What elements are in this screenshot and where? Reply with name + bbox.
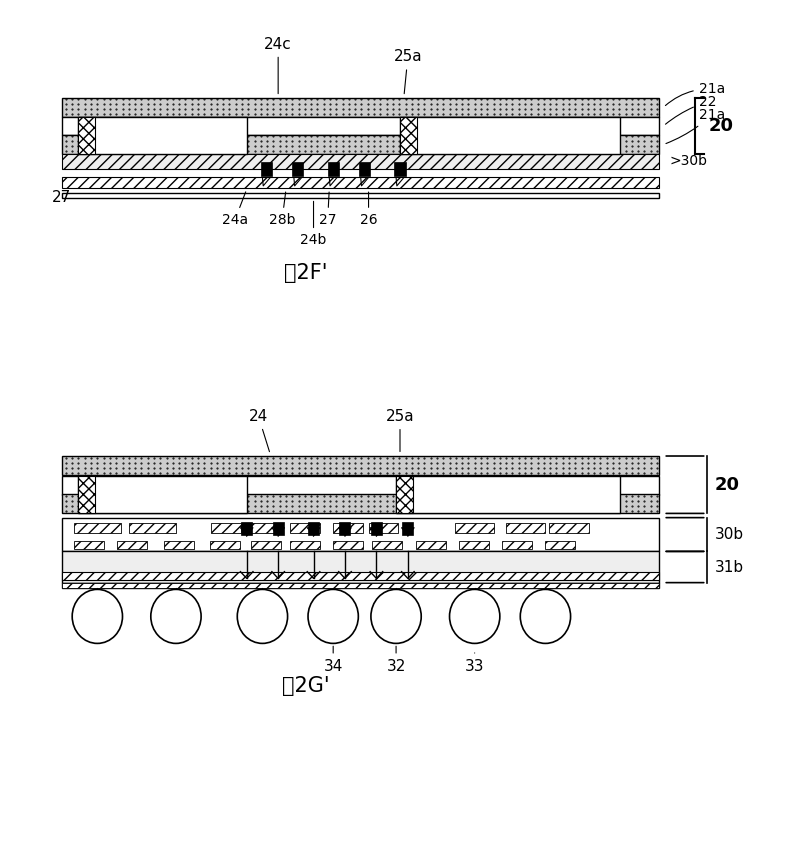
Bar [359,162,370,176]
Text: 25a: 25a [394,50,422,94]
Text: 31b: 31b [714,559,743,575]
Text: 24: 24 [249,409,270,451]
Bar [129,523,176,533]
Text: 30b: 30b [714,527,743,542]
Bar [502,541,532,549]
Bar [62,552,659,583]
Bar [290,541,320,549]
Bar [506,523,546,533]
Bar [455,523,494,533]
Circle shape [308,589,358,644]
Bar [328,162,338,176]
Text: 图2G': 图2G' [282,676,330,697]
Bar [418,117,620,154]
Text: 22: 22 [666,95,716,124]
Circle shape [238,589,287,644]
Bar [62,476,659,495]
Bar [62,583,659,588]
Bar [62,494,659,513]
Bar [62,136,659,154]
Bar [250,523,281,533]
Bar [292,162,303,176]
Bar [396,476,414,513]
Bar [546,541,575,549]
Bar [164,541,194,549]
Bar [400,117,620,154]
Text: 25a: 25a [386,409,414,451]
Bar [211,523,242,533]
Bar [402,522,414,535]
Bar [78,117,95,154]
Bar [242,522,252,535]
Bar [62,117,659,136]
Bar [210,541,240,549]
Bar [339,522,350,535]
Bar [308,522,319,535]
Bar [394,162,406,176]
Bar [273,522,284,535]
Bar [250,541,281,549]
Text: >30b: >30b [670,154,708,168]
Bar [261,162,272,176]
Circle shape [151,589,201,644]
Bar [371,522,382,535]
Bar [333,523,363,533]
Bar [400,117,418,154]
Bar [333,541,363,549]
Bar [78,117,246,154]
Text: 27: 27 [319,192,337,227]
Bar [62,571,659,580]
Circle shape [450,589,500,644]
Bar [550,523,589,533]
Bar [62,154,659,169]
Bar [117,541,147,549]
Bar [396,476,620,513]
Bar [372,541,402,549]
Bar [62,456,659,475]
Bar [62,193,659,197]
Bar [416,541,446,549]
Bar [74,523,121,533]
Bar [414,476,620,513]
Text: 26: 26 [360,192,378,227]
Text: 20: 20 [709,117,734,135]
Text: 20: 20 [714,475,739,493]
Bar [74,541,104,549]
Circle shape [371,589,422,644]
Text: 34: 34 [323,646,343,674]
Bar [62,178,659,188]
Bar [95,476,246,513]
Text: 24a: 24a [222,192,248,227]
Text: 21a: 21a [666,108,725,143]
Text: 27: 27 [52,190,71,205]
Text: 21a: 21a [666,82,725,106]
Text: 32: 32 [386,646,406,674]
Text: 图2F': 图2F' [284,263,327,283]
Text: 28b: 28b [269,192,295,227]
Bar [62,517,659,552]
Bar [62,583,659,588]
Circle shape [520,589,570,644]
Text: 33: 33 [465,653,485,674]
Text: 24c: 24c [264,37,292,94]
Bar [78,476,246,513]
Bar [95,117,246,154]
Bar [62,98,659,117]
Circle shape [72,589,122,644]
Bar [459,541,489,549]
Bar [290,523,320,533]
Text: 24b: 24b [300,202,326,247]
Bar [78,476,95,513]
Bar [369,523,398,533]
